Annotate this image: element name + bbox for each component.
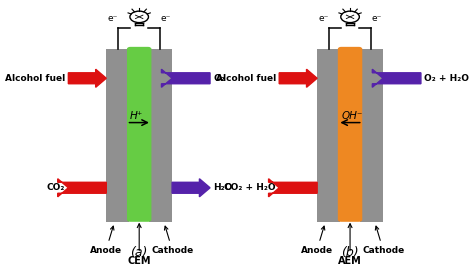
Text: CO₂ + H₂O: CO₂ + H₂O — [224, 183, 276, 192]
Text: Alcohol fuel: Alcohol fuel — [216, 74, 276, 83]
Bar — [106, 49, 129, 222]
Text: O₂: O₂ — [213, 74, 225, 83]
Text: Cathode: Cathode — [362, 226, 404, 255]
Bar — [149, 49, 172, 222]
Bar — [360, 49, 383, 222]
Bar — [317, 49, 340, 222]
FancyArrow shape — [372, 69, 421, 87]
FancyBboxPatch shape — [127, 47, 151, 222]
Text: O₂ + H₂O: O₂ + H₂O — [424, 74, 469, 83]
FancyBboxPatch shape — [338, 47, 362, 222]
Text: AEM: AEM — [338, 224, 362, 266]
Text: e⁻: e⁻ — [160, 14, 171, 23]
Text: e⁻: e⁻ — [371, 14, 382, 23]
Text: e⁻: e⁻ — [319, 14, 329, 23]
Text: (a): (a) — [130, 246, 148, 259]
FancyArrow shape — [162, 69, 210, 87]
Text: Anode: Anode — [301, 226, 333, 255]
Text: Alcohol fuel: Alcohol fuel — [5, 74, 65, 83]
FancyArrow shape — [279, 69, 317, 87]
Text: CEM: CEM — [128, 224, 151, 266]
FancyArrow shape — [269, 179, 317, 197]
FancyArrow shape — [58, 179, 106, 197]
FancyArrow shape — [68, 69, 106, 87]
FancyArrow shape — [172, 179, 210, 197]
Text: CO₂: CO₂ — [46, 183, 65, 192]
Text: (b): (b) — [341, 246, 359, 259]
Text: e⁻: e⁻ — [108, 14, 118, 23]
Text: H⁺: H⁺ — [130, 111, 143, 121]
Text: H₂O: H₂O — [213, 183, 233, 192]
Text: Anode: Anode — [90, 226, 122, 255]
Text: OH⁻: OH⁻ — [342, 111, 363, 121]
Text: Cathode: Cathode — [151, 226, 193, 255]
